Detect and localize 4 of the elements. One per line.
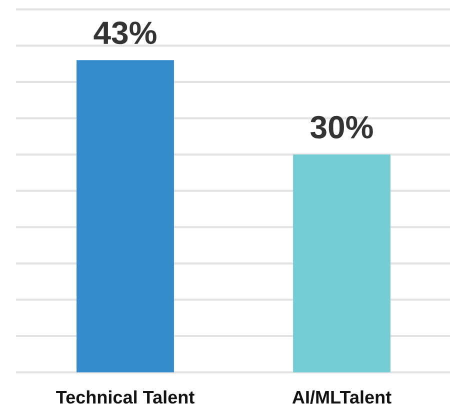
data-label: 43% [94,22,156,44]
data-label: 30% [310,116,373,139]
x-tick-label: AI/MLTalent [292,390,392,404]
x-tick-label: Technical Talent [56,390,194,404]
